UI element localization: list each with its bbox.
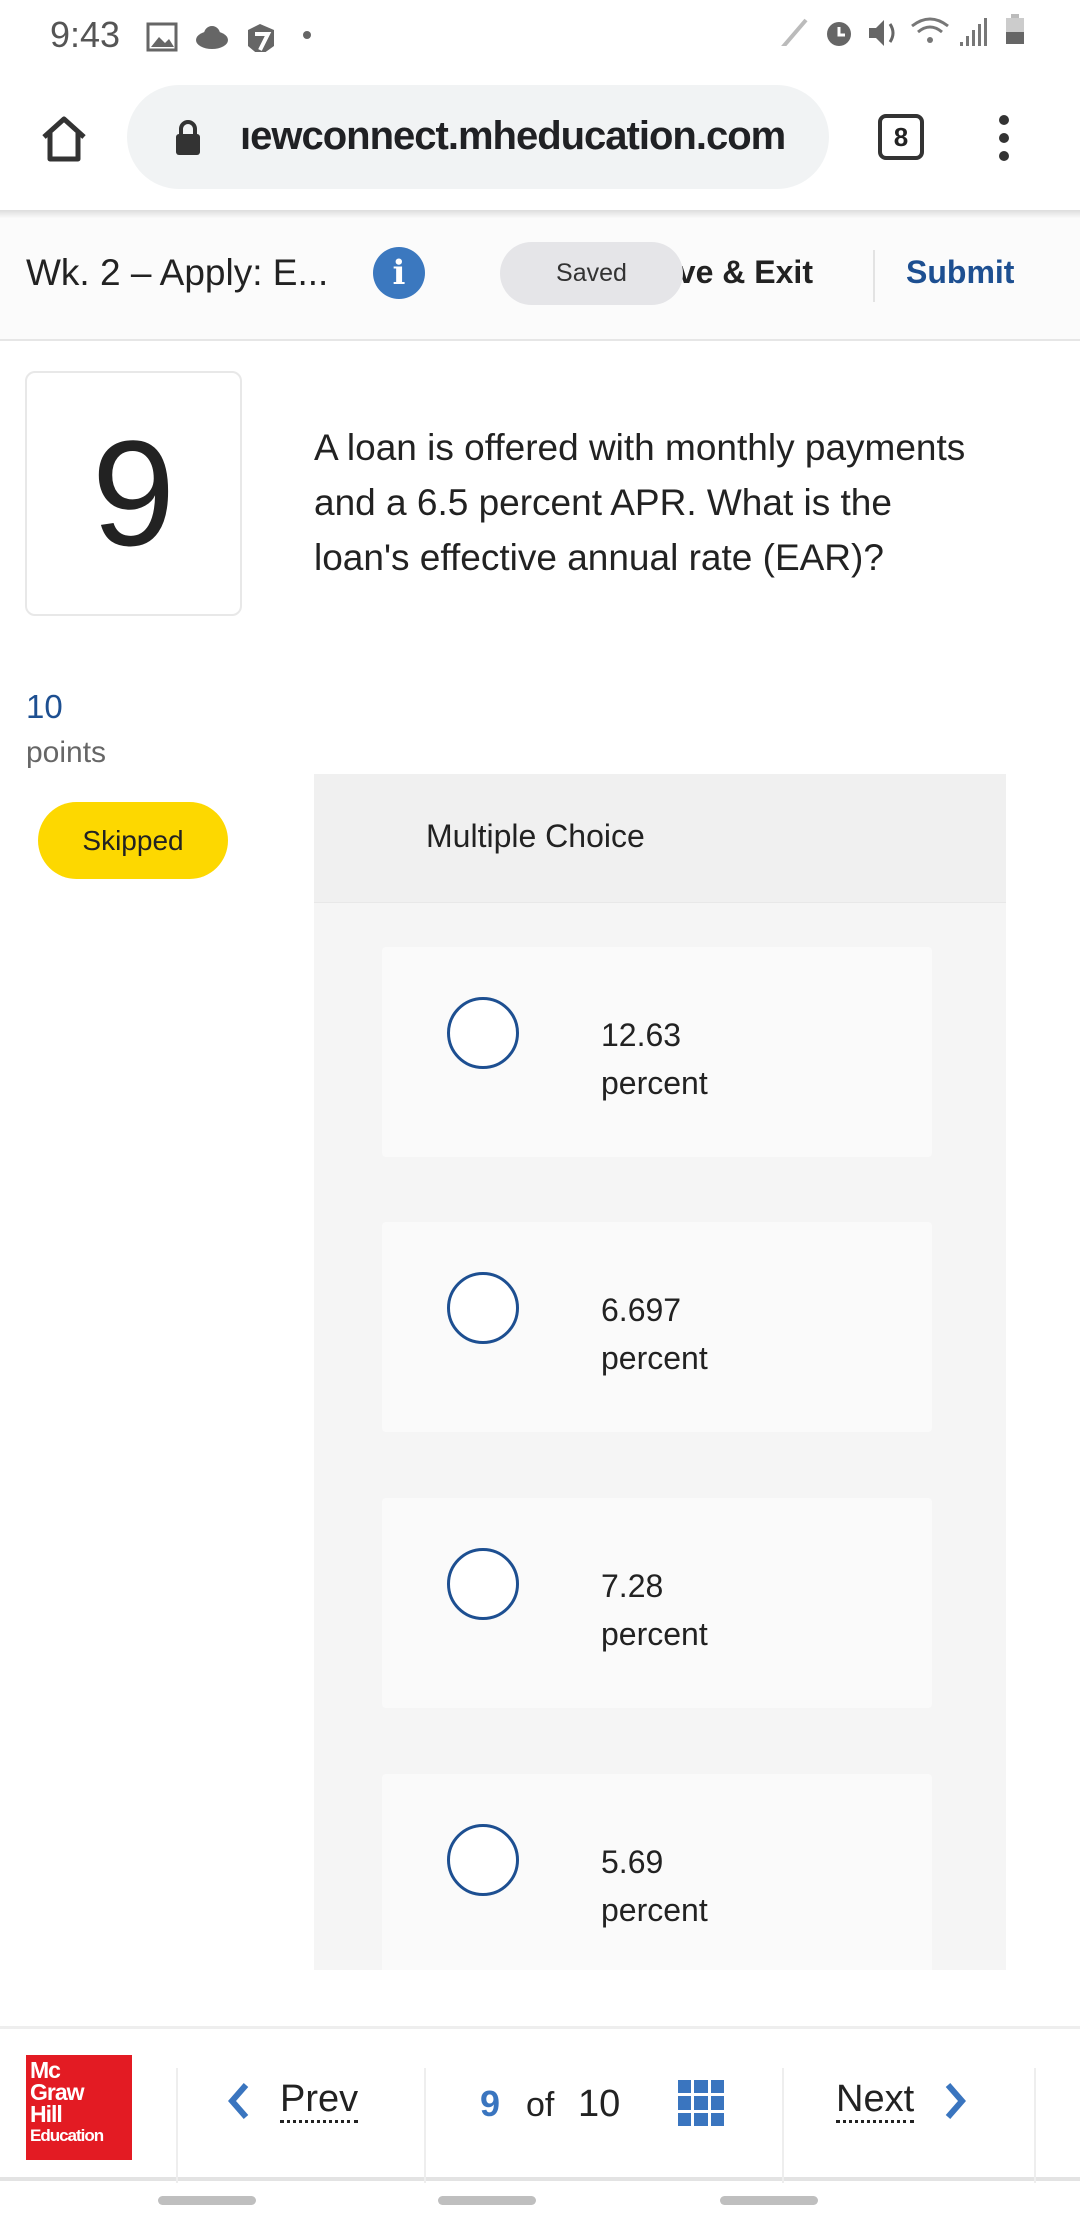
dot-icon — [303, 31, 311, 39]
chevron-left-icon — [228, 2082, 249, 2119]
next-label: Next — [836, 2078, 915, 2123]
system-nav-back[interactable] — [720, 2196, 818, 2205]
status-badge: Skipped — [38, 802, 228, 879]
signal-icon — [960, 18, 987, 46]
system-nav-home[interactable] — [438, 2196, 536, 2205]
battery-icon — [1006, 14, 1024, 44]
option-value: 6.697 — [601, 1292, 682, 1328]
option-value: 7.28 — [601, 1568, 664, 1604]
mute-icon — [869, 20, 895, 46]
system-nav-recents[interactable] — [158, 2196, 256, 2205]
points-value: 10 — [26, 688, 63, 725]
divider — [782, 2068, 784, 2183]
submit-button[interactable]: Submit — [906, 254, 1015, 290]
radio-button[interactable] — [447, 1272, 519, 1344]
save-exit-button[interactable]: ave & Exit — [660, 254, 813, 290]
divider — [424, 2068, 426, 2183]
answer-option[interactable]: 12.63 percent — [382, 947, 932, 1157]
points-label: points — [26, 736, 107, 769]
divider — [873, 250, 875, 302]
option-unit: percent — [601, 1616, 708, 1652]
option-unit: percent — [601, 1340, 708, 1376]
prev-label: Prev — [280, 2078, 359, 2123]
url-text[interactable]: ıewconnect.mheducation.com — [240, 114, 786, 158]
pen-icon — [781, 18, 808, 46]
info-icon[interactable]: i — [373, 247, 425, 299]
multiple-choice-panel: Multiple Choice 12.63 percent 6.697 percen… — [314, 774, 1006, 1970]
option-unit: percent — [601, 1892, 708, 1928]
option-value: 12.63 — [601, 1017, 682, 1053]
image-icon — [146, 22, 178, 52]
footer-nav — [0, 2026, 1080, 2181]
question-type-label: Multiple Choice — [426, 818, 645, 854]
status-time: 9:43 — [50, 14, 121, 55]
divider — [176, 2068, 178, 2183]
saved-toast: Saved — [500, 242, 683, 305]
radio-button[interactable] — [447, 1824, 519, 1896]
question-grid-icon[interactable] — [678, 2080, 724, 2126]
assignment-title: Wk. 2 – Apply: E... — [26, 252, 329, 293]
current-question: 9 — [480, 2083, 501, 2124]
question-number: 9 — [25, 371, 242, 616]
wifi-icon — [911, 17, 949, 43]
answer-option[interactable]: 7.28 percent — [382, 1498, 932, 1708]
option-unit: percent — [601, 1065, 708, 1101]
status-bar: 9:43 — [0, 0, 1080, 78]
alarm-icon — [827, 22, 851, 46]
of-label: of — [526, 2086, 555, 2124]
chevron-right-icon — [945, 2082, 967, 2119]
answer-option[interactable]: 5.69 percent — [382, 1774, 932, 1970]
header-shadow — [0, 210, 1080, 218]
tab-count-button[interactable]: 8 — [878, 114, 924, 160]
next-button[interactable]: Next — [836, 2078, 968, 2123]
answer-option[interactable]: 6.697 percent — [382, 1222, 932, 1432]
radio-button[interactable] — [447, 1548, 519, 1620]
lock-icon — [176, 120, 200, 155]
cloud-icon — [196, 26, 228, 49]
panel-header: Multiple Choice — [314, 774, 1006, 903]
home-icon[interactable] — [38, 113, 90, 165]
mcgraw-hill-logo: Mc Graw Hill Education — [26, 2055, 132, 2160]
address-bar[interactable] — [127, 85, 829, 189]
app-icon — [248, 24, 274, 52]
radio-button[interactable] — [447, 997, 519, 1069]
option-value: 5.69 — [601, 1844, 664, 1880]
more-menu-icon[interactable] — [992, 112, 1016, 164]
question-text: A loan is offered with monthly payments … — [314, 427, 966, 578]
prev-button[interactable]: Prev — [226, 2078, 359, 2123]
divider — [1034, 2068, 1036, 2183]
total-questions: 10 — [578, 2083, 621, 2125]
